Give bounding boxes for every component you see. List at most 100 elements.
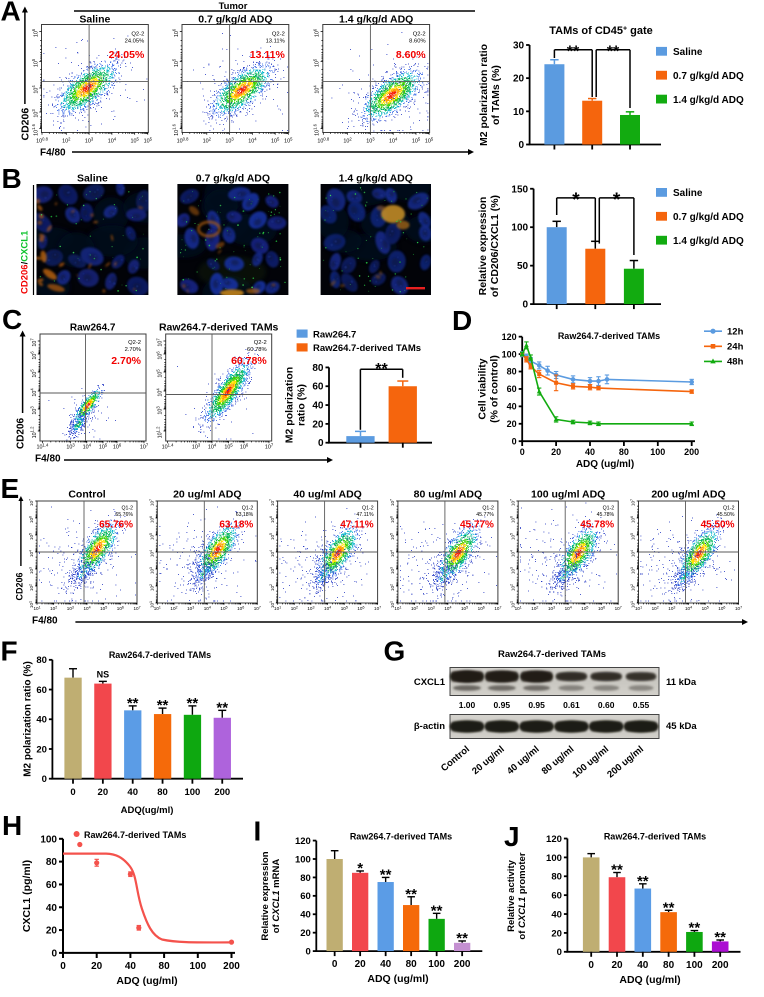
svg-text:100: 100 (511, 223, 528, 234)
svg-text:100.8: 100.8 (36, 136, 48, 144)
svg-text:105: 105 (284, 136, 293, 144)
svg-text:104: 104 (248, 136, 257, 144)
svg-text:150: 150 (511, 184, 528, 195)
svg-text:E: E (1, 473, 20, 504)
svg-text:I: I (254, 816, 262, 847)
svg-text:103: 103 (172, 109, 180, 118)
svg-text:0: 0 (306, 947, 311, 958)
svg-text:0: 0 (512, 436, 517, 446)
svg-text:104: 104 (630, 550, 636, 557)
svg-text:**: ** (431, 902, 443, 919)
svg-text:60: 60 (36, 685, 47, 696)
svg-text:104: 104 (83, 605, 90, 611)
svg-text:105: 105 (389, 533, 395, 540)
svg-text:60.78%: 60.78% (247, 347, 267, 353)
svg-text:80 ug/ml ADQ: 80 ug/ml ADQ (414, 489, 482, 501)
svg-text:103: 103 (28, 567, 34, 574)
svg-text:20: 20 (551, 447, 561, 457)
svg-text:104: 104 (313, 85, 321, 94)
svg-text:100.8: 100.8 (317, 136, 329, 144)
svg-text:101.6: 101.6 (313, 123, 321, 135)
svg-text:Raw264.7-derived TAMs: Raw264.7-derived TAMs (558, 331, 660, 341)
svg-text:60: 60 (312, 382, 324, 393)
svg-text:**: ** (689, 920, 701, 937)
svg-text:104: 104 (204, 605, 211, 611)
svg-text:NS: NS (97, 669, 110, 679)
svg-text:100: 100 (546, 853, 562, 864)
svg-text:0: 0 (523, 300, 529, 311)
svg-text:1.4 g/kg/d ADQ: 1.4 g/kg/d ADQ (673, 95, 744, 106)
svg-text:80: 80 (663, 960, 675, 971)
svg-text:Raw264.7-derived TAMs: Raw264.7-derived TAMs (350, 832, 452, 842)
svg-text:0.7 g/kg/d ADQ: 0.7 g/kg/d ADQ (198, 14, 272, 26)
svg-text:106: 106 (117, 605, 124, 611)
svg-text:Q2-2: Q2-2 (254, 340, 267, 346)
svg-text:107: 107 (30, 338, 38, 347)
svg-text:ADQ (ug/ml): ADQ (ug/ml) (576, 459, 634, 470)
svg-text:104: 104 (389, 550, 395, 557)
svg-text:105: 105 (131, 136, 140, 144)
svg-text:103: 103 (510, 567, 516, 574)
svg-text:103: 103 (149, 567, 155, 574)
svg-text:101.6: 101.6 (172, 123, 180, 135)
svg-text:A: A (1, 0, 21, 27)
svg-text:105: 105 (313, 58, 321, 67)
svg-text:0: 0 (557, 947, 562, 958)
svg-text:**: ** (216, 699, 228, 716)
svg-text:20: 20 (551, 928, 562, 939)
svg-text:107: 107 (254, 605, 261, 611)
svg-text:100: 100 (295, 854, 311, 865)
svg-text:104: 104 (510, 550, 516, 557)
svg-text:40: 40 (127, 787, 138, 798)
svg-text:120: 120 (502, 332, 517, 342)
svg-text:103: 103 (187, 605, 194, 611)
svg-text:*: * (613, 190, 621, 211)
svg-text:105: 105 (341, 605, 348, 611)
svg-text:0: 0 (520, 447, 525, 457)
svg-text:Raw264.7-derived TAMs: Raw264.7-derived TAMs (604, 832, 706, 842)
svg-text:45.78%: 45.78% (597, 512, 615, 518)
svg-text:103: 103 (269, 567, 275, 574)
svg-text:105: 105 (28, 533, 34, 540)
svg-text:107: 107 (265, 442, 274, 450)
svg-text:103: 103 (225, 136, 234, 144)
svg-text:ADQ (ug/ml): ADQ (ug/ml) (367, 973, 428, 985)
svg-text:105: 105 (510, 533, 516, 540)
svg-text:104: 104 (28, 550, 34, 557)
svg-text:20: 20 (312, 419, 324, 430)
svg-text:0.7 g/kg/d ADQ: 0.7 g/kg/d ADQ (196, 173, 270, 185)
svg-text:103: 103 (67, 605, 74, 611)
svg-text:65.76%: 65.76% (99, 520, 133, 531)
svg-text:107: 107 (269, 499, 275, 506)
svg-text:100: 100 (686, 960, 703, 971)
svg-text:100: 100 (40, 834, 57, 845)
svg-text:Q1-2: Q1-2 (362, 506, 374, 512)
svg-text:102: 102 (62, 136, 71, 144)
svg-text:0.95: 0.95 (528, 700, 545, 710)
svg-text:102: 102 (652, 605, 659, 611)
svg-text:CD206: CD206 (20, 108, 32, 141)
svg-text:**: ** (380, 866, 392, 883)
svg-text:45.78%: 45.78% (580, 520, 614, 531)
svg-text:103: 103 (313, 109, 321, 118)
svg-text:106: 106 (149, 516, 155, 523)
svg-text:1.4 g/kg/d ADQ: 1.4 g/kg/d ADQ (673, 236, 744, 247)
svg-text:105: 105 (30, 369, 38, 378)
svg-text:106: 106 (478, 605, 485, 611)
svg-text:103: 103 (428, 605, 435, 611)
svg-text:Saline: Saline (79, 14, 110, 26)
svg-text:101: 101 (394, 605, 401, 611)
svg-text:106: 106 (389, 516, 395, 523)
svg-text:80: 80 (312, 363, 324, 374)
svg-text:M2 polarization: M2 polarization (284, 367, 296, 443)
svg-text:103: 103 (30, 406, 38, 415)
svg-text:107: 107 (374, 605, 381, 611)
svg-text:of CXCL1 mRNA: of CXCL1 mRNA (271, 859, 282, 934)
svg-text:Q1-2: Q1-2 (121, 506, 133, 512)
svg-text:60: 60 (46, 880, 58, 891)
svg-text:107: 107 (389, 499, 395, 506)
svg-text:10: 10 (513, 107, 525, 118)
svg-text:40 ug/ml ADQ: 40 ug/ml ADQ (293, 489, 361, 501)
svg-text:104: 104 (685, 605, 692, 611)
svg-text:8.60%: 8.60% (396, 49, 426, 61)
